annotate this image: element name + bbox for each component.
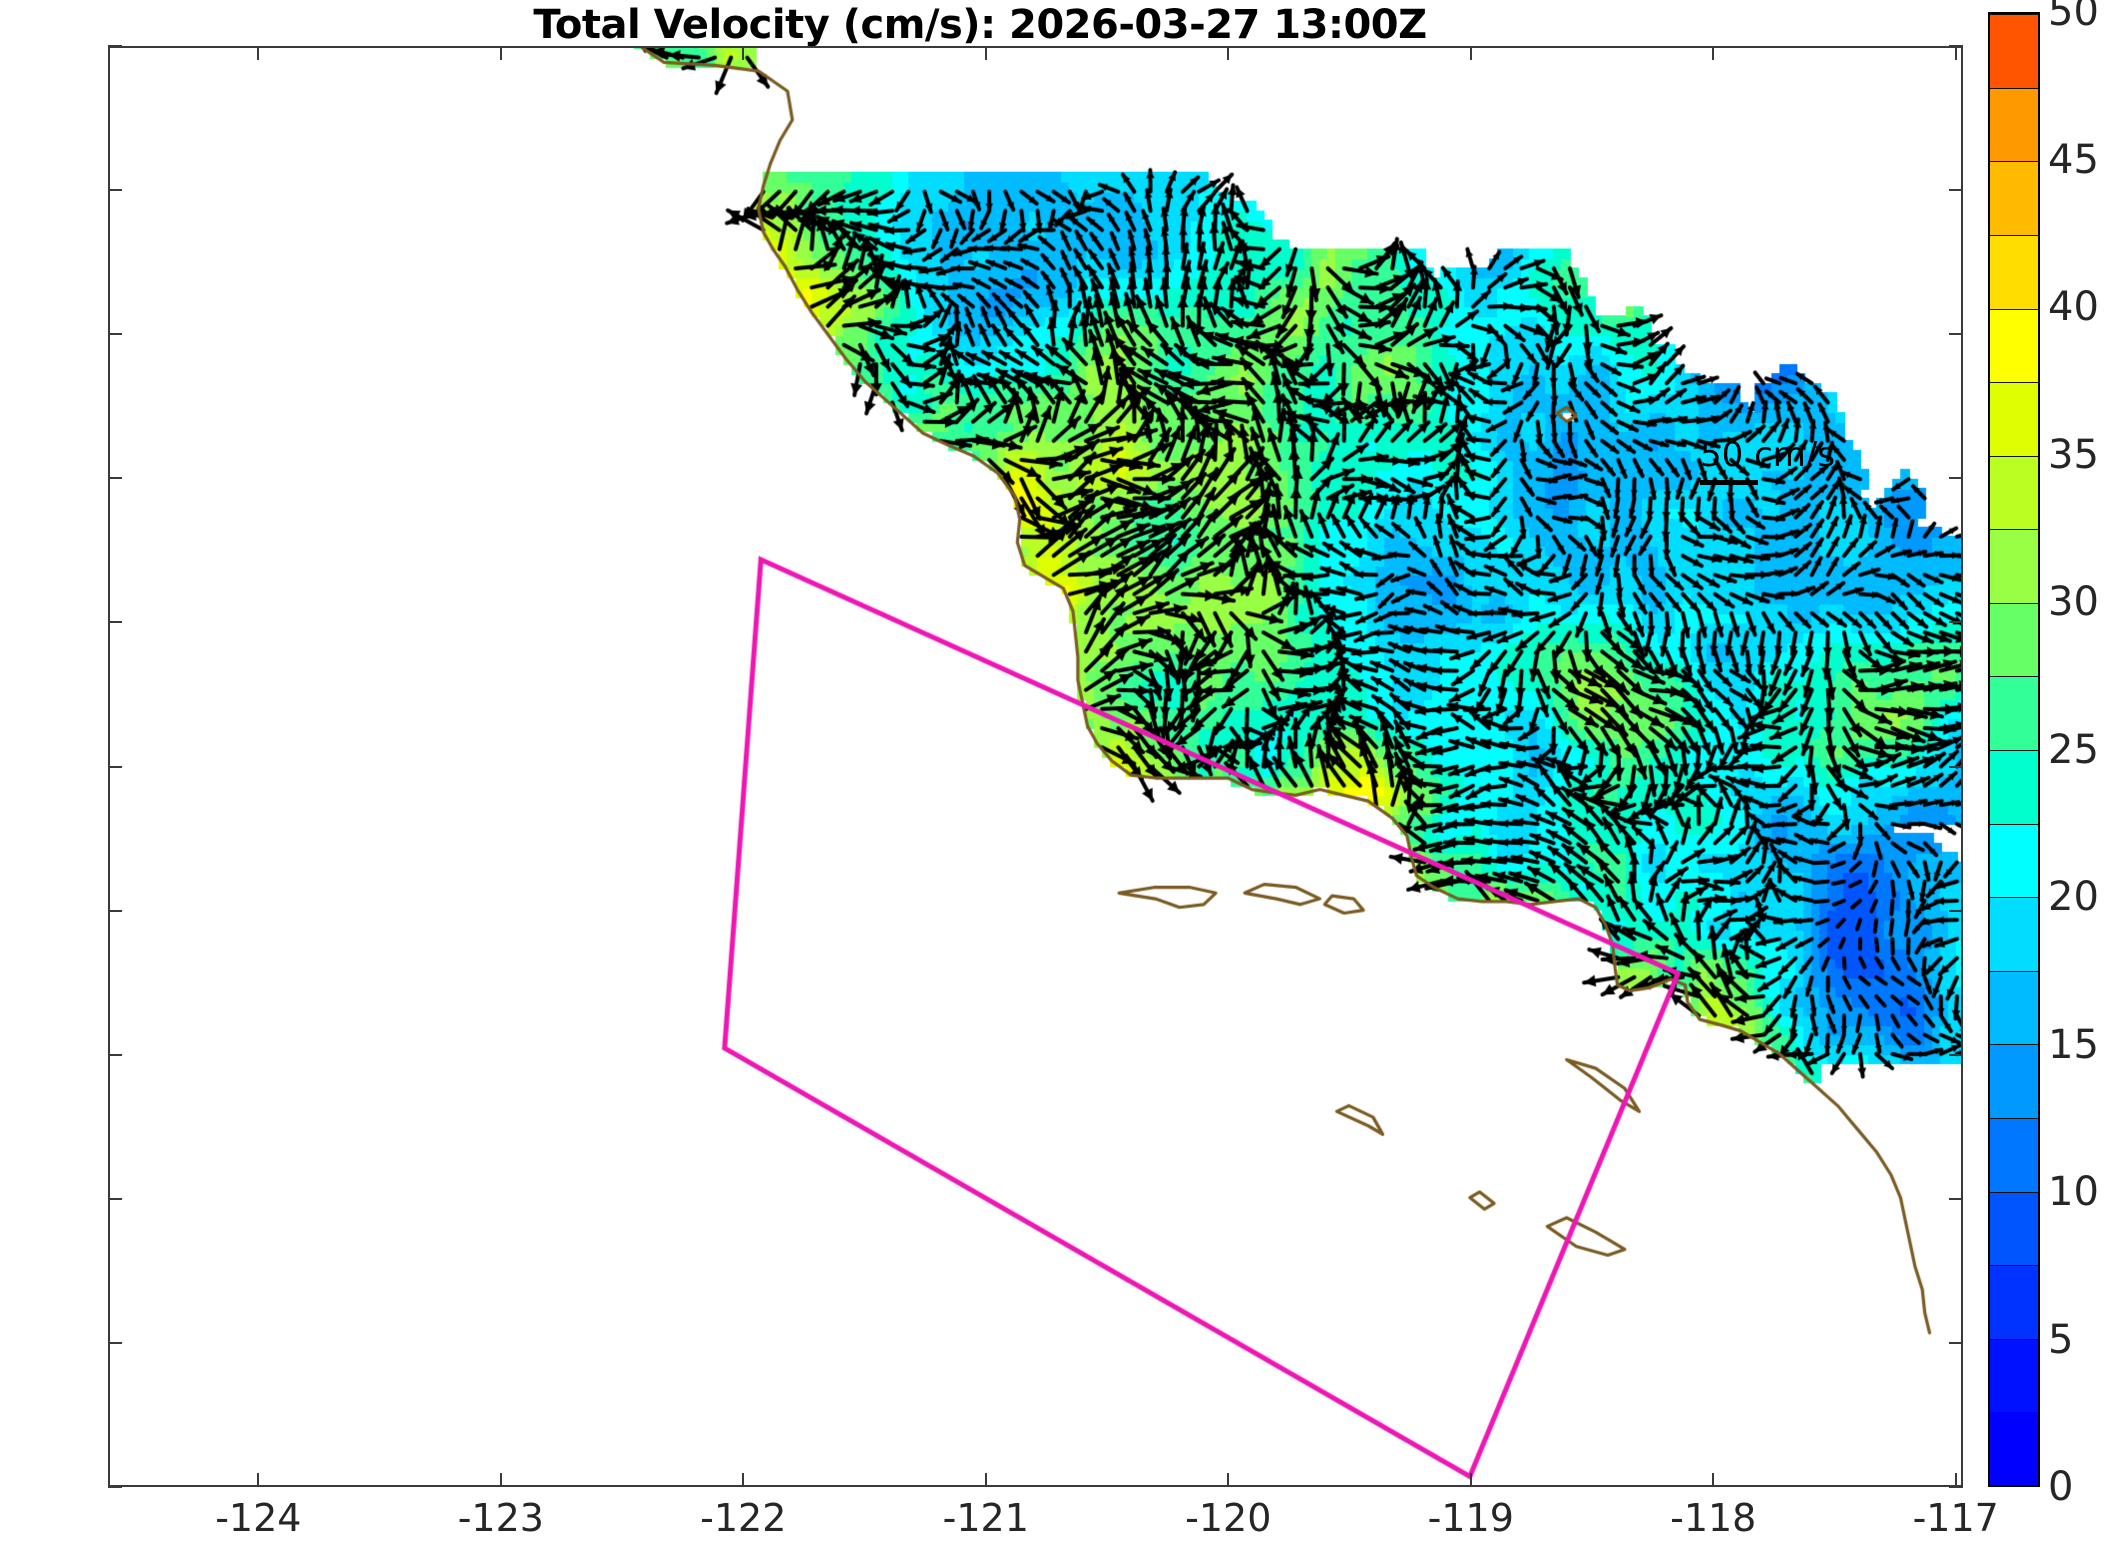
y-tick [108, 1341, 122, 1344]
y-tick [1949, 333, 1963, 336]
colorbar-band [1990, 455, 2038, 530]
x-tick [1469, 46, 1472, 60]
colorbar-band [1990, 676, 2038, 751]
x-tick-label: -122 [700, 1496, 787, 1540]
page-title: Total Velocity (cm/s): 2026-03-27 13:00Z [533, 2, 1427, 48]
colorbar-tick-label: 25 [2048, 726, 2099, 773]
x-tick-label: -118 [1670, 1496, 1757, 1540]
y-tick [108, 765, 122, 768]
colorbar-tick-label: 50 [2048, 0, 2099, 35]
y-tick [1949, 1053, 1963, 1056]
x-tick [499, 1473, 502, 1487]
colorbar-tick-label: 30 [2048, 579, 2099, 625]
y-tick [108, 909, 122, 912]
x-tick [257, 46, 260, 60]
colorbar-tick-label: 35 [2048, 431, 2099, 478]
colorbar-tick-label: 0 [2048, 1464, 2074, 1510]
y-tick [1949, 765, 1963, 768]
map-plot-area[interactable] [108, 46, 1963, 1487]
x-tick-label: -124 [215, 1496, 302, 1540]
colorbar-band [1990, 750, 2038, 824]
colorbar-band [1990, 823, 2038, 898]
x-tick [1227, 1473, 1230, 1487]
x-tick [257, 1473, 260, 1487]
x-tick [742, 1473, 745, 1487]
velocity-heatmap-canvas[interactable] [110, 48, 1961, 1485]
colorbar-band [1990, 14, 2038, 88]
colorbar-band [1990, 1118, 2038, 1192]
scale-bar-label: 50 cm/s [1700, 435, 1836, 475]
x-tick-label: -123 [457, 1496, 544, 1540]
x-tick [1712, 1473, 1715, 1487]
y-tick [1949, 1486, 1963, 1488]
colorbar-band [1990, 382, 2038, 456]
y-tick [1949, 45, 1963, 47]
x-tick [742, 46, 745, 60]
x-tick [1954, 1473, 1957, 1487]
x-tick [1954, 46, 1957, 60]
colorbar-band [1990, 529, 2038, 603]
y-tick [108, 1197, 122, 1200]
y-tick [1949, 1197, 1963, 1200]
y-tick [108, 621, 122, 624]
y-tick [108, 1053, 122, 1056]
colorbar-band [1990, 1265, 2038, 1339]
colorbar-band [1990, 970, 2038, 1045]
colorbar-band [1990, 1191, 2038, 1266]
y-tick [108, 45, 122, 47]
velocity-colorbar[interactable] [1988, 12, 2040, 1487]
y-tick [108, 333, 122, 336]
x-tick-label: -121 [942, 1496, 1029, 1540]
colorbar-band [1990, 161, 2038, 235]
x-tick [1227, 46, 1230, 60]
colorbar-tick-label: 20 [2048, 874, 2099, 920]
colorbar-band [1990, 234, 2038, 309]
x-tick [1469, 1473, 1472, 1487]
x-tick-label: -117 [1912, 1496, 1999, 1540]
colorbar-tick-label: 10 [2048, 1169, 2099, 1215]
y-tick [1949, 1341, 1963, 1344]
x-tick-label: -120 [1185, 1496, 1272, 1540]
y-tick [1949, 189, 1963, 192]
velocity-scale-bar: 50 cm/s [1700, 438, 1900, 485]
x-tick-label: -119 [1427, 1496, 1514, 1540]
y-tick [1949, 477, 1963, 480]
colorbar-band [1990, 1044, 2038, 1119]
y-tick [108, 189, 122, 192]
colorbar-band [1990, 897, 2038, 971]
colorbar-tick-label: 5 [2048, 1316, 2074, 1363]
x-tick [1712, 46, 1715, 60]
colorbar-band [1990, 1338, 2038, 1413]
colorbar-band [1990, 87, 2038, 162]
colorbar-band [1990, 602, 2038, 677]
colorbar-tick-label: 15 [2048, 1021, 2099, 1068]
y-tick [108, 477, 122, 480]
y-tick [1949, 621, 1963, 624]
colorbar-tick-label: 40 [2048, 284, 2099, 330]
y-tick [108, 1486, 122, 1488]
y-tick [1949, 909, 1963, 912]
colorbar-band [1990, 308, 2038, 383]
colorbar-band [1990, 1412, 2038, 1485]
x-tick [499, 46, 502, 60]
colorbar-tick-label: 45 [2048, 136, 2099, 183]
x-tick [984, 46, 987, 60]
scale-bar-rule [1700, 480, 1758, 485]
x-tick [984, 1473, 987, 1487]
